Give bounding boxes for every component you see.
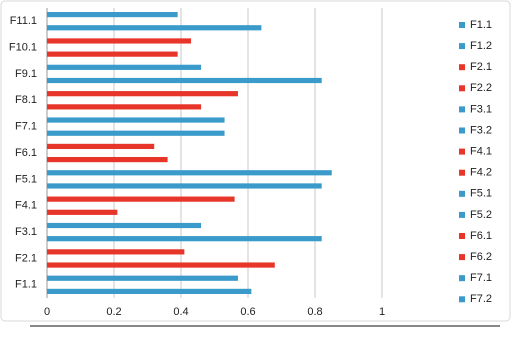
- bar: [47, 170, 332, 176]
- bar: [47, 183, 322, 189]
- legend-label: F1.1: [470, 19, 492, 31]
- legend-swatch: [459, 64, 465, 71]
- legend-swatch: [459, 211, 465, 218]
- bar: [47, 77, 322, 84]
- bar: [47, 51, 178, 57]
- legend-label: F5.1: [470, 188, 492, 200]
- y-tick-label: F3.1: [15, 226, 37, 238]
- legend-swatch: [459, 275, 465, 282]
- y-tick-label: F11.1: [10, 15, 37, 27]
- y-tick-label: F7.1: [15, 121, 37, 133]
- bar: [47, 156, 168, 163]
- bar: [47, 288, 252, 295]
- bar: [47, 91, 238, 97]
- y-tick-label: F5.1: [15, 173, 37, 185]
- bar: [47, 130, 225, 136]
- y-tick-label: F9.1: [15, 68, 37, 80]
- bar: [47, 38, 192, 44]
- legend-label: F7.2: [470, 293, 492, 305]
- x-tick-label: 0: [44, 306, 50, 318]
- legend-swatch: [459, 169, 465, 176]
- bar: [47, 196, 235, 202]
- chart-border: [0, 0, 511, 322]
- legend-swatch: [459, 106, 465, 113]
- legend-swatch: [459, 254, 465, 261]
- bar: [47, 262, 275, 268]
- legend-label: F4.2: [470, 167, 492, 179]
- y-tick-label: F8.1: [15, 94, 37, 106]
- bar: [47, 11, 178, 18]
- x-tick-label: 0.2: [106, 306, 121, 318]
- bar: [47, 117, 225, 123]
- y-tick-label: F6.1: [15, 147, 37, 159]
- legend-label: F4.1: [470, 146, 492, 158]
- legend-swatch: [459, 233, 465, 239]
- bar: [47, 275, 238, 281]
- bar: [47, 143, 155, 150]
- x-tick-label: 0.6: [240, 306, 255, 318]
- legend-swatch: [459, 127, 465, 134]
- legend-swatch: [459, 43, 465, 50]
- legend-label: F1.2: [470, 40, 492, 52]
- legend-label: F6.2: [470, 251, 492, 263]
- y-tick-label: F2.1: [15, 252, 37, 264]
- bar: [47, 222, 202, 229]
- x-tick-label: 1: [379, 306, 385, 318]
- legend-label: F2.2: [470, 82, 492, 94]
- bar: [47, 209, 118, 215]
- x-tick-label: 0.8: [307, 306, 322, 318]
- x-tick-label: 0.4: [173, 306, 188, 318]
- legend-swatch: [459, 22, 465, 28]
- legend-swatch: [459, 85, 465, 92]
- legend-swatch: [459, 296, 465, 303]
- y-tick-label: F1.1: [15, 279, 37, 291]
- legend-label: F3.1: [470, 103, 492, 115]
- legend-label: F7.1: [470, 272, 492, 284]
- legend-label: F3.2: [470, 124, 492, 136]
- bar: [47, 64, 202, 70]
- legend-label: F6.1: [470, 230, 492, 242]
- legend-label: F5.2: [470, 209, 492, 221]
- legend-swatch: [459, 190, 465, 197]
- y-tick-label: F10.1: [9, 41, 37, 53]
- y-tick-label: F4.1: [15, 200, 37, 212]
- bar: [47, 104, 202, 110]
- bar: [47, 25, 262, 31]
- legend-label: F2.1: [470, 61, 492, 73]
- legend-swatch: [459, 148, 465, 155]
- bar: [47, 249, 185, 255]
- bar: [47, 236, 322, 242]
